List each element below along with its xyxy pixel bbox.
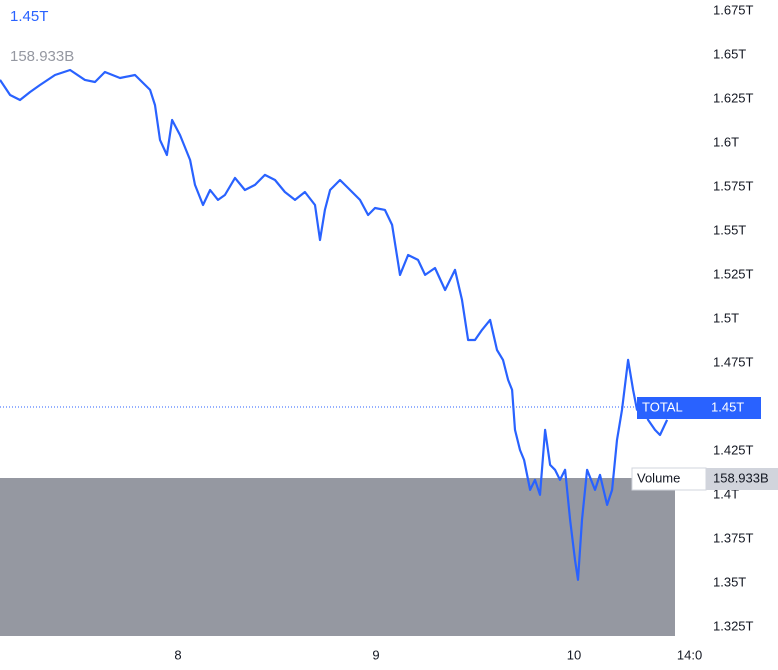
x-tick-label: 14:0 xyxy=(677,647,702,662)
y-tick-label: 1.575T xyxy=(713,178,754,193)
y-tick-label: 1.325T xyxy=(713,618,754,633)
legend-volume: 158.933B xyxy=(10,48,74,65)
y-tick-label: 1.55T xyxy=(713,222,746,237)
y-tick-label: 1.425T xyxy=(713,442,754,457)
y-tick-label: 1.5T xyxy=(713,310,739,325)
y-tick-label: 1.375T xyxy=(713,530,754,545)
series-tag-label: TOTAL xyxy=(642,399,683,414)
value-tag xyxy=(697,397,761,419)
y-tick-label: 1.625T xyxy=(713,91,754,106)
volume-area xyxy=(0,478,675,636)
x-tick-label: 9 xyxy=(372,647,379,662)
y-tick-label: 1.675T xyxy=(713,3,754,18)
x-tick-label: 8 xyxy=(174,647,181,662)
volume-tag-label: Volume xyxy=(637,470,680,485)
y-tick-label: 1.475T xyxy=(713,354,754,369)
series-tag xyxy=(637,397,697,419)
y-tick-label: 1.6T xyxy=(713,135,739,150)
series-line xyxy=(0,68,669,581)
volume-value-tag xyxy=(706,468,778,490)
y-tick-label: 1.4T xyxy=(713,486,739,501)
y-tick-label: 1.525T xyxy=(713,266,754,281)
value-tag-label: 1.45T xyxy=(711,399,744,414)
x-tick-label: 10 xyxy=(567,647,581,662)
legend-value: 1.45T xyxy=(10,8,48,25)
y-tick-label: 1.35T xyxy=(713,574,746,589)
volume-value-label: 158.933B xyxy=(713,470,769,485)
y-tick-label: 1.65T xyxy=(713,47,746,62)
